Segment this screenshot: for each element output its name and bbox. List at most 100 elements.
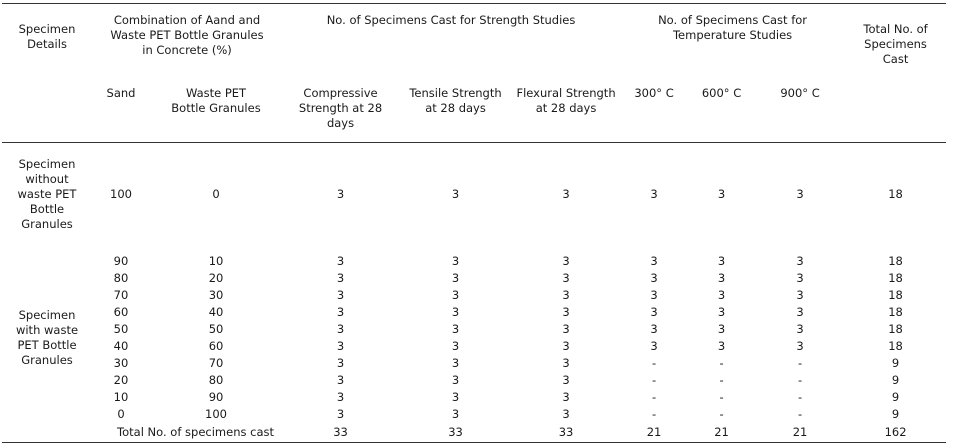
header-waste-pet: Waste PET Bottle Granules — [171, 86, 261, 115]
cell-flexural: 3 — [562, 186, 570, 201]
cell-sand: 90 — [113, 254, 129, 268]
total-tensile: 33 — [448, 425, 463, 439]
cell-sand: 20 — [113, 373, 129, 387]
cell-sand: 100 — [110, 186, 132, 201]
total-600c: 21 — [714, 425, 729, 439]
cell-900c: 3 — [796, 288, 804, 302]
header-900c: 900° C — [780, 86, 820, 100]
header-300c: 300° C — [634, 86, 674, 100]
cell-300c: 3 — [650, 271, 658, 285]
cell-waste-pet: 30 — [208, 288, 224, 302]
cell-300c: - — [651, 407, 657, 421]
cell-waste-pet: 50 — [208, 322, 224, 336]
cell-tensile: 3 — [451, 305, 460, 319]
spacer-row — [2, 245, 946, 253]
cell-total: 18 — [888, 339, 903, 353]
total-row: Total No. of specimens cast 33 33 33 21 … — [2, 423, 947, 443]
cell-900c: 3 — [796, 254, 804, 268]
table-figure: Specimen Details Combination of Aand and… — [2, 3, 947, 443]
cell-sand: 70 — [113, 288, 129, 302]
header-row-1: Specimen Details Combination of Aand and… — [2, 3, 947, 76]
cell-600c: - — [719, 390, 724, 404]
table-row: 20 80 3 3 3 - - - 9 — [2, 372, 946, 389]
total-compressive: 33 — [333, 425, 348, 439]
header-tensile: Tensile Strength at 28 days — [409, 86, 502, 115]
cell-900c: 3 — [796, 339, 804, 353]
cell-900c: 3 — [796, 186, 804, 201]
cell-flexural: 3 — [562, 339, 570, 353]
table-row: 10 90 3 3 3 - - - 9 — [2, 389, 946, 406]
cell-sand: 80 — [113, 271, 129, 285]
cell-900c: 3 — [796, 271, 804, 285]
header-row-2: Sand Waste PET Bottle Granules Compressi… — [2, 75, 946, 143]
cell-tensile: 3 — [451, 373, 460, 387]
total-flexural: 33 — [558, 425, 574, 439]
cell-tensile: 3 — [451, 254, 460, 268]
cell-compressive: 3 — [336, 407, 345, 421]
cell-sand: 40 — [113, 339, 129, 353]
cell-sand: 60 — [113, 305, 129, 319]
header-specimen-details: Specimen Details — [18, 22, 76, 51]
cell-sand: 0 — [117, 407, 125, 421]
cell-total: 18 — [888, 271, 903, 285]
total-300c: 21 — [646, 425, 662, 439]
cell-flexural: 3 — [562, 373, 570, 387]
cell-300c: - — [651, 373, 657, 387]
cell-tensile: 3 — [451, 407, 460, 421]
cell-600c: - — [719, 373, 724, 387]
cell-total: 18 — [888, 288, 903, 302]
cell-600c: - — [719, 356, 724, 370]
cell-tensile: 3 — [451, 186, 460, 201]
table-row: 40 60 3 3 3 3 3 3 18 — [2, 338, 946, 355]
cell-flexural: 3 — [562, 288, 570, 302]
cell-total: 18 — [888, 186, 903, 201]
cell-waste-pet: 80 — [208, 373, 224, 387]
cell-total: 9 — [891, 356, 900, 370]
cell-flexural: 3 — [562, 390, 570, 404]
header-strength-studies: No. of Specimens Cast for Strength Studi… — [326, 13, 576, 27]
cell-300c: 3 — [650, 339, 658, 353]
group-label-without: Specimen without waste PET Bottle Granul… — [17, 156, 77, 231]
header-flexural: Flexural Strength at 28 days — [516, 86, 616, 115]
cell-600c: - — [719, 407, 724, 421]
cell-900c: - — [797, 373, 803, 387]
cell-tensile: 3 — [451, 356, 460, 370]
cell-900c: - — [797, 407, 803, 421]
header-sand: Sand — [106, 86, 136, 100]
table-row: 60 40 3 3 3 3 3 3 18 — [2, 304, 946, 321]
cell-compressive: 3 — [336, 356, 345, 370]
cell-flexural: 3 — [562, 305, 570, 319]
cell-total: 18 — [888, 254, 903, 268]
cell-waste-pet: 0 — [212, 186, 220, 201]
cell-600c: 3 — [717, 254, 726, 268]
cell-300c: 3 — [650, 305, 658, 319]
cell-300c: - — [651, 356, 657, 370]
cell-total: 9 — [891, 373, 900, 387]
total-all: 162 — [884, 425, 907, 439]
cell-compressive: 3 — [336, 390, 345, 404]
table-row: Specimen with waste PET Bottle Granules … — [2, 253, 946, 367]
cell-300c: 3 — [650, 186, 658, 201]
cell-900c: - — [797, 356, 803, 370]
cell-600c: 3 — [717, 271, 726, 285]
cell-compressive: 3 — [336, 186, 345, 201]
cell-tensile: 3 — [451, 390, 460, 404]
cell-sand: 10 — [113, 390, 129, 404]
cell-sand: 30 — [113, 356, 129, 370]
cell-600c: 3 — [717, 305, 726, 319]
cell-waste-pet: 40 — [208, 305, 224, 319]
cell-waste-pet: 60 — [208, 339, 224, 353]
cell-tensile: 3 — [451, 339, 460, 353]
cell-300c: 3 — [650, 288, 658, 302]
total-row-label: Total No. of specimens cast — [117, 425, 275, 439]
cell-600c: 3 — [717, 339, 726, 353]
cell-600c: 3 — [717, 322, 726, 336]
cell-tensile: 3 — [451, 271, 460, 285]
cell-compressive: 3 — [336, 305, 345, 319]
cell-tensile: 3 — [451, 288, 460, 302]
header-compressive: Compressive Strength at 28 days — [298, 86, 383, 130]
cell-flexural: 3 — [562, 271, 570, 285]
cell-total: 18 — [888, 305, 903, 319]
cell-900c: 3 — [796, 322, 804, 336]
cell-waste-pet: 10 — [208, 254, 224, 268]
